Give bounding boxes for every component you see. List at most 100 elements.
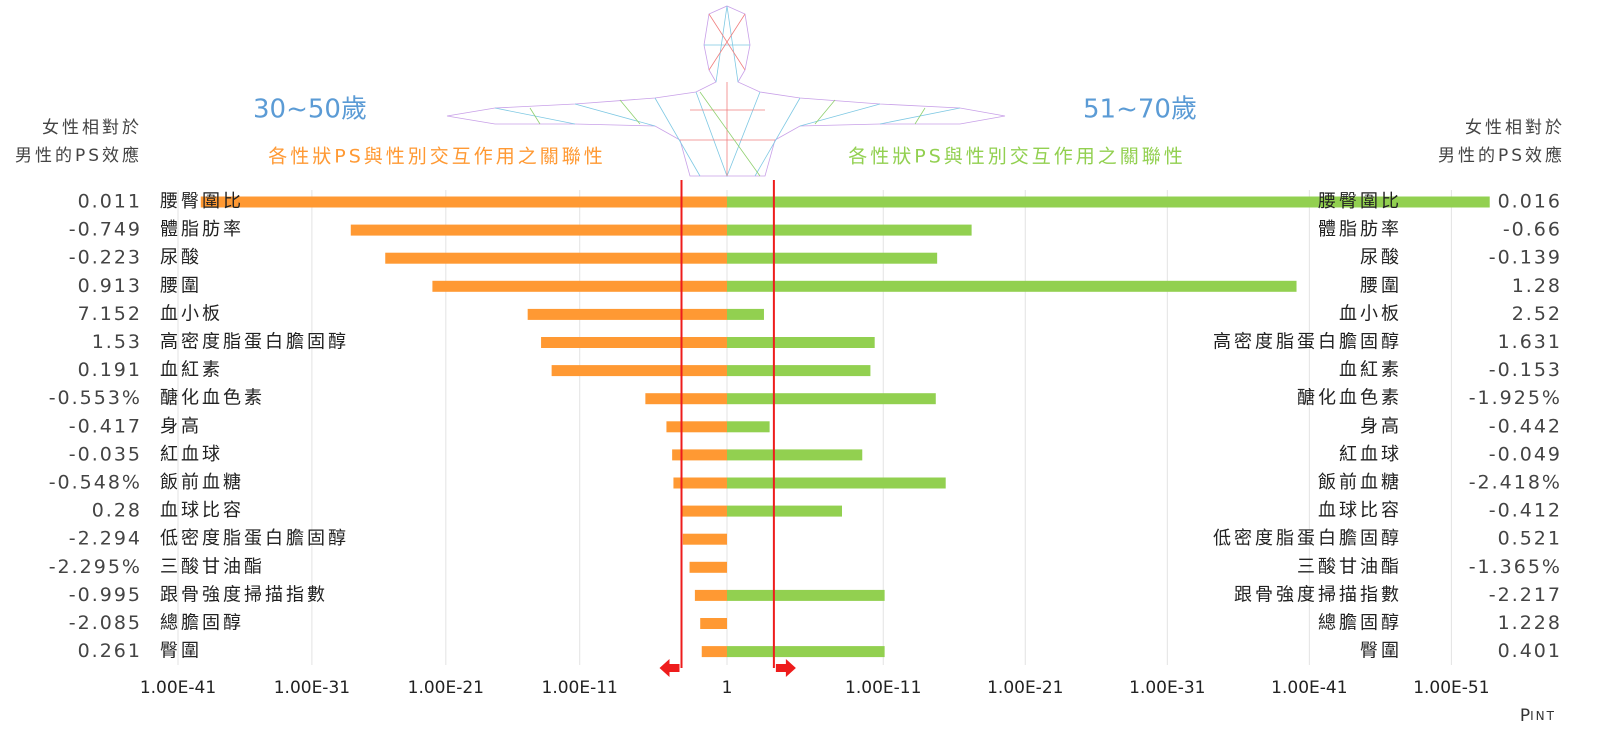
bar	[432, 280, 727, 292]
side-label: 男性的PS效應	[15, 145, 142, 166]
category-label: 高密度脂蛋白膽固醇	[1213, 332, 1402, 353]
category-label: 尿酸	[1360, 247, 1402, 268]
side-label: 男性的PS效應	[1438, 145, 1565, 166]
bar	[700, 618, 727, 629]
bar	[385, 252, 727, 264]
bar	[682, 533, 727, 545]
bar	[727, 252, 938, 264]
category-label: 臀圍	[1360, 641, 1402, 662]
bar	[694, 589, 727, 601]
effect-label: -0.548%	[49, 472, 142, 494]
category-label: 飯前血糖	[160, 472, 244, 493]
reference-arrow	[659, 659, 680, 677]
category-label: 醣化血色素	[1297, 388, 1402, 409]
effect-label: -2.295%	[49, 556, 142, 578]
bar	[727, 308, 764, 320]
effect-label: -0.223	[69, 247, 142, 269]
bar	[689, 561, 727, 573]
bar	[701, 646, 727, 658]
category-label: 身高	[1360, 416, 1402, 437]
effect-label: -0.417	[69, 415, 142, 437]
bar	[727, 224, 972, 236]
category-label: 三酸甘油酯	[1297, 556, 1402, 577]
category-label: 高密度脂蛋白膽固醇	[160, 332, 349, 353]
bar	[200, 196, 727, 208]
category-label: 血紅素	[160, 360, 223, 381]
category-label: 血紅素	[1339, 360, 1402, 381]
x-tick-label: 1.00E-11	[845, 678, 921, 698]
effect-label: -0.66	[1503, 219, 1562, 241]
bar	[727, 337, 875, 348]
bar	[727, 421, 770, 433]
effect-label: -0.553%	[49, 387, 142, 409]
category-label: 醣化血色素	[160, 388, 265, 409]
series-subtitle: 各性狀PS與性別交互作用之關聯性	[848, 146, 1186, 168]
category-label: 跟骨強度掃描指數	[1234, 584, 1402, 605]
x-tick-label: 1.00E-31	[1129, 678, 1205, 698]
effect-label: -0.995	[69, 584, 142, 606]
human-figure	[446, 5, 1006, 178]
effect-label: -2.085	[69, 612, 142, 634]
side-label: 女性相對於	[1465, 118, 1565, 138]
effect-label: -0.139	[1489, 247, 1562, 269]
bar	[727, 589, 885, 601]
bar	[727, 365, 871, 377]
effect-label: -0.749	[69, 219, 142, 241]
bar	[727, 505, 843, 517]
category-label: 體脂肪率	[160, 219, 244, 240]
effect-label: 0.401	[1498, 640, 1562, 662]
x-axis-label: PINT	[1520, 706, 1556, 726]
x-axis-label-main: P	[1520, 706, 1530, 726]
effect-label: -1.925%	[1469, 387, 1562, 409]
x-tick-label: 1	[722, 678, 733, 698]
x-tick-label: 1.00E-11	[542, 678, 618, 698]
effect-label: 0.016	[1498, 191, 1562, 213]
category-label: 腰臀圍比	[160, 191, 244, 212]
effect-label: 2.52	[1512, 303, 1562, 325]
category-label: 臀圍	[160, 641, 202, 662]
bar	[727, 477, 946, 489]
effect-label: 0.011	[78, 191, 142, 213]
effect-label: -1.365%	[1469, 556, 1562, 578]
category-label: 體脂肪率	[1318, 219, 1402, 240]
category-label: 血球比容	[160, 500, 244, 521]
bar	[727, 280, 1297, 292]
category-label: 腰臀圍比	[1318, 191, 1402, 212]
series-title: 51~70歲	[1083, 95, 1197, 125]
x-tick-label: 1.00E-31	[274, 678, 350, 698]
x-tick-label: 1.00E-41	[140, 678, 216, 698]
category-label: 血小板	[1339, 303, 1402, 324]
category-label: 總膽固醇	[1318, 613, 1402, 634]
bar	[727, 646, 885, 658]
bar	[681, 505, 727, 517]
effect-label: -2.217	[1489, 584, 1562, 606]
x-axis-label-sub: INT	[1530, 709, 1556, 723]
side-label: 女性相對於	[42, 118, 142, 138]
bar	[541, 337, 727, 348]
x-tick-label: 1.00E-51	[1413, 678, 1489, 698]
category-label: 低密度脂蛋白膽固醇	[160, 528, 349, 549]
category-label: 紅血球	[1339, 444, 1402, 465]
effect-label: -2.418%	[1469, 472, 1562, 494]
category-label: 身高	[160, 416, 202, 437]
series-subtitle: 各性狀PS與性別交互作用之關聯性	[268, 146, 606, 168]
bar	[551, 365, 727, 377]
effect-label: 0.191	[78, 359, 142, 381]
x-tick-label: 1.00E-41	[1271, 678, 1347, 698]
bar	[527, 308, 727, 320]
effect-label: -0.049	[1489, 443, 1562, 465]
category-label: 血小板	[160, 303, 223, 324]
bar	[727, 393, 936, 405]
category-label: 飯前血糖	[1318, 472, 1402, 493]
effect-label: 1.53	[92, 331, 142, 353]
category-label: 三酸甘油酯	[160, 556, 265, 577]
bar	[350, 224, 727, 236]
effect-label: -0.412	[1489, 500, 1562, 522]
category-label: 低密度脂蛋白膽固醇	[1213, 528, 1402, 549]
bar	[727, 449, 863, 461]
effect-label: 0.521	[1498, 528, 1562, 550]
effect-label: 0.28	[92, 500, 142, 522]
bar	[645, 393, 727, 405]
bar	[727, 196, 1490, 208]
